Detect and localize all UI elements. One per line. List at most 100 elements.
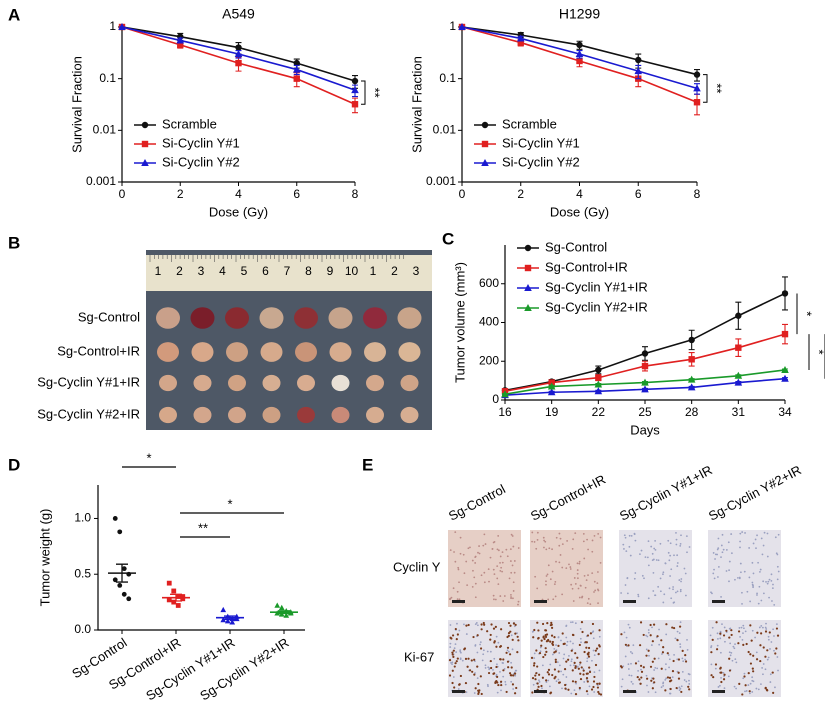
- marker: [687, 375, 696, 383]
- tumor: [226, 342, 248, 362]
- nucleus: [597, 532, 600, 535]
- nucleus: [680, 580, 682, 583]
- marker: [481, 159, 489, 166]
- nucleus: [495, 663, 498, 666]
- nucleus: [717, 686, 720, 688]
- nucleus: [769, 681, 772, 683]
- nucleus: [718, 684, 721, 687]
- nucleus: [654, 594, 656, 597]
- nucleus: [688, 673, 691, 676]
- nucleus: [554, 595, 557, 598]
- tumor: [193, 374, 212, 392]
- nucleus: [577, 587, 580, 590]
- nucleus: [561, 593, 564, 596]
- nucleus: [727, 675, 730, 678]
- stained-nucleus: [487, 671, 491, 675]
- stained-nucleus: [507, 634, 510, 637]
- marker: [524, 284, 532, 291]
- stained-nucleus: [542, 636, 545, 639]
- ruler-label: 6: [262, 264, 269, 278]
- nucleus: [552, 598, 555, 601]
- nucleus: [678, 686, 681, 689]
- stained-nucleus: [514, 632, 517, 635]
- nucleus: [630, 674, 633, 677]
- nucleus: [747, 684, 750, 686]
- stained-nucleus: [737, 642, 740, 645]
- nucleus: [682, 660, 685, 663]
- nucleus: [658, 628, 660, 631]
- nucleus: [517, 600, 520, 603]
- stained-nucleus: [728, 669, 732, 672]
- nucleus: [767, 656, 770, 659]
- nucleus: [776, 656, 779, 658]
- stained-nucleus: [477, 689, 480, 692]
- nucleus: [597, 588, 599, 591]
- nucleus: [533, 652, 536, 655]
- legend-label: Sg-Cyclin Y#1+IR: [545, 279, 648, 294]
- nucleus: [743, 570, 746, 573]
- nucleus: [505, 548, 508, 551]
- nucleus: [503, 595, 506, 597]
- legend-label: Scramble: [502, 116, 557, 131]
- marker: [118, 23, 126, 30]
- stained-nucleus: [557, 670, 560, 673]
- stained-nucleus: [651, 687, 654, 690]
- stained-nucleus: [715, 621, 718, 624]
- nucleus: [777, 533, 780, 536]
- nucleus: [488, 580, 490, 583]
- stained-nucleus: [676, 639, 679, 642]
- nucleus: [774, 536, 777, 539]
- stained-nucleus: [710, 651, 713, 654]
- nucleus: [457, 688, 460, 690]
- stained-nucleus: [677, 658, 681, 661]
- nucleus: [678, 579, 681, 581]
- x-tick-label: 0: [459, 187, 466, 201]
- nucleus: [449, 624, 452, 626]
- legend-label: Sg-Cyclin Y#2+IR: [545, 299, 648, 314]
- nucleus: [680, 685, 683, 688]
- stained-nucleus: [747, 650, 750, 654]
- stained-nucleus: [506, 646, 510, 649]
- y-tick-label: 1: [109, 19, 116, 33]
- legend-label: Si-Cyclin Y#2: [162, 154, 240, 169]
- stained-nucleus: [502, 669, 505, 672]
- nucleus: [465, 633, 468, 635]
- nucleus: [496, 577, 499, 580]
- nucleus: [660, 686, 663, 689]
- stained-nucleus: [551, 673, 554, 677]
- stained-nucleus: [586, 652, 589, 656]
- nucleus: [669, 542, 672, 545]
- stained-nucleus: [567, 688, 570, 691]
- stained-nucleus: [624, 643, 627, 646]
- nucleus: [676, 562, 679, 564]
- nucleus: [721, 551, 724, 554]
- stained-nucleus: [474, 687, 477, 690]
- nucleus: [629, 651, 632, 653]
- nucleus: [774, 686, 776, 689]
- nucleus: [510, 597, 512, 600]
- nucleus: [533, 657, 536, 659]
- stained-nucleus: [489, 659, 492, 663]
- nucleus: [769, 673, 772, 676]
- nucleus: [775, 623, 778, 626]
- nucleus: [657, 585, 660, 588]
- nucleus: [543, 546, 545, 549]
- stained-nucleus: [595, 647, 599, 650]
- nucleus: [570, 660, 573, 663]
- nucleus: [760, 537, 763, 540]
- nucleus: [536, 587, 539, 590]
- stained-nucleus: [547, 668, 551, 671]
- stained-nucleus: [749, 653, 752, 656]
- nucleus: [624, 584, 627, 586]
- nucleus: [459, 552, 462, 555]
- nucleus: [719, 630, 722, 633]
- nucleus: [627, 668, 630, 670]
- nucleus: [493, 657, 496, 660]
- stained-nucleus: [666, 676, 670, 679]
- nucleus: [734, 658, 737, 660]
- nucleus: [497, 535, 500, 537]
- nucleus: [569, 568, 572, 570]
- stained-nucleus: [581, 630, 584, 634]
- nucleus: [493, 573, 496, 576]
- nucleus: [506, 555, 509, 558]
